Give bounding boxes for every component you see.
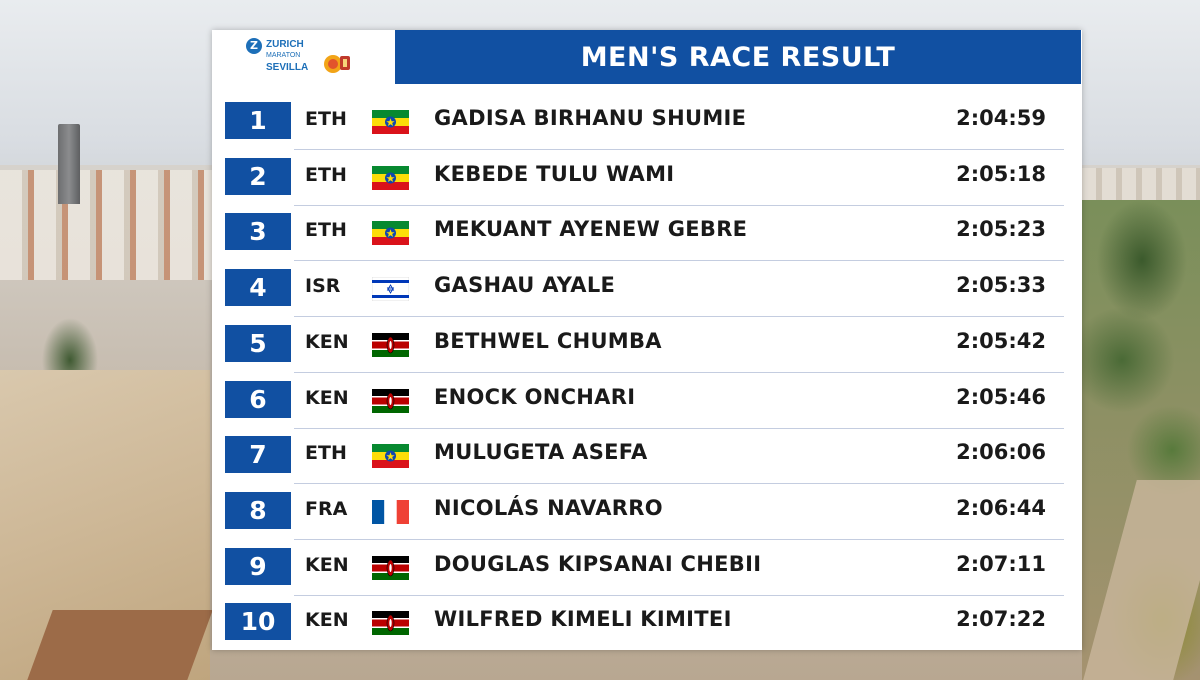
result-row: 2 ETH KEBEDE TULU WAMI 2:05:18 xyxy=(212,150,1082,206)
title-bar: MEN'S RACE RESULT xyxy=(395,30,1081,84)
ethiopia-flag-icon xyxy=(372,165,409,190)
result-row: 3 ETH MEKUANT AYENEW GEBRE 2:05:23 xyxy=(212,205,1082,262)
finish-time: 2:06:06 xyxy=(956,440,1046,465)
country-code: ETH xyxy=(305,219,347,242)
rank-badge: 8 xyxy=(225,491,291,529)
board-title: MEN'S RACE RESULT xyxy=(580,41,896,73)
tower xyxy=(58,124,80,204)
finish-time: 2:05:46 xyxy=(956,384,1046,409)
rank-badge: 5 xyxy=(225,324,291,362)
athlete-name: MULUGETA ASEFA xyxy=(434,440,648,465)
logo-brand: ZURICH xyxy=(266,39,304,50)
rank-badge: 9 xyxy=(225,547,291,585)
kenya-flag-icon xyxy=(372,332,409,357)
athlete-name: GASHAU AYALE xyxy=(434,273,616,298)
ethiopia-flag-icon xyxy=(372,110,409,134)
athlete-name: BETHWEL CHUMBA xyxy=(434,328,662,353)
result-row: 9 KEN DOUGLAS KIPSANAI CHEBII 2:07:11 xyxy=(212,540,1082,596)
country-code: FRA xyxy=(305,497,348,520)
finish-time: 2:05:23 xyxy=(956,217,1046,242)
sevilla-emblem-icon xyxy=(324,55,350,73)
finish-time: 2:05:33 xyxy=(956,273,1046,298)
athlete-name: DOUGLAS KIPSANAI CHEBII xyxy=(434,551,762,576)
result-row: 5 KEN BETHWEL CHUMBA 2:05:42 xyxy=(212,317,1082,373)
rank-badge: 10 xyxy=(225,603,291,641)
finish-time: 2:06:44 xyxy=(956,495,1046,520)
france-flag-icon xyxy=(372,499,409,524)
result-row: 1 ETH GADISA BIRHANU SHUMIE 2:04:59 xyxy=(212,94,1082,150)
ethiopia-flag-icon xyxy=(372,444,409,469)
tiled-roof xyxy=(27,610,213,680)
athlete-name: WILFRED KIMELI KIMITEI xyxy=(434,607,732,632)
finish-time: 2:07:22 xyxy=(956,607,1046,632)
result-row: 7 ETH MULUGETA ASEFA 2:06:06 xyxy=(212,428,1082,485)
country-code: KEN xyxy=(305,386,349,409)
rank-badge: 3 xyxy=(225,213,291,251)
country-code: KEN xyxy=(305,609,349,632)
athlete-name: ENOCK ONCHARI xyxy=(434,384,636,409)
finish-time: 2:07:11 xyxy=(956,551,1046,576)
result-row: 10 KEN WILFRED KIMELI KIMITEI 2:07:22 xyxy=(212,595,1082,651)
zurich-logo-icon: Z xyxy=(246,38,262,54)
zurich-maraton-sevilla-logo: Z ZURICH MARATON SEVILLA xyxy=(246,36,366,80)
athlete-name: NICOLÁS NAVARRO xyxy=(434,495,663,520)
logo-event-line2: SEVILLA xyxy=(266,62,309,73)
athlete-name: KEBEDE TULU WAMI xyxy=(434,161,675,186)
logo-event-line1: MARATON xyxy=(266,52,301,59)
country-code: ISR xyxy=(305,275,341,298)
board-header: Z ZURICH MARATON SEVILLA MEN'S RACE RESU… xyxy=(212,30,1082,85)
kenya-flag-icon xyxy=(372,388,409,413)
rank-badge: 7 xyxy=(225,436,291,474)
kenya-flag-icon xyxy=(372,611,409,636)
country-code: ETH xyxy=(305,163,347,186)
result-row: 4 ISR GASHAU AYALE 2:05:33 xyxy=(212,261,1082,318)
result-row: 6 KEN ENOCK ONCHARI 2:05:46 xyxy=(212,373,1082,429)
country-code: ETH xyxy=(305,442,347,465)
result-row: 8 FRA NICOLÁS NAVARRO 2:06:44 xyxy=(212,484,1082,540)
finish-time: 2:05:42 xyxy=(956,328,1046,353)
finish-time: 2:04:59 xyxy=(956,106,1046,130)
athlete-name: MEKUANT AYENEW GEBRE xyxy=(434,217,748,242)
rank-badge: 1 xyxy=(225,102,291,139)
athlete-name: GADISA BIRHANU SHUMIE xyxy=(434,106,747,130)
kenya-flag-icon xyxy=(372,555,409,580)
country-code: KEN xyxy=(305,330,349,353)
ethiopia-flag-icon xyxy=(372,221,409,246)
rank-badge: 6 xyxy=(225,380,291,418)
israel-flag-icon xyxy=(372,277,409,302)
country-code: ETH xyxy=(305,108,347,130)
results-board: Z ZURICH MARATON SEVILLA MEN'S RACE RESU… xyxy=(212,30,1082,650)
buildings-left xyxy=(0,170,215,280)
finish-time: 2:05:18 xyxy=(956,161,1046,186)
rank-badge: 4 xyxy=(225,269,291,307)
country-code: KEN xyxy=(305,553,349,576)
rank-badge: 2 xyxy=(225,157,291,195)
